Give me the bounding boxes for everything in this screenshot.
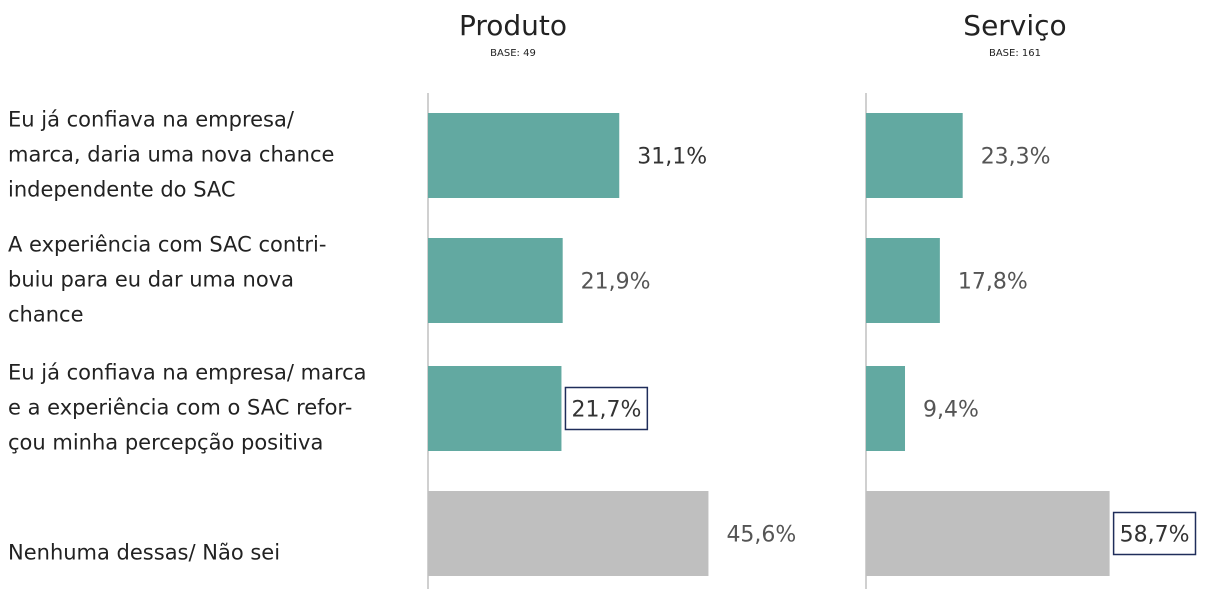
value-label: 21,7%	[571, 398, 641, 423]
category-label: Nenhuma dessas/ Não sei	[8, 541, 280, 565]
panel-base: BASE: 161	[989, 48, 1041, 59]
panel-base: BASE: 49	[490, 48, 536, 59]
category-label: chance	[8, 303, 84, 327]
category-label: e a experiência com o SAC refor-	[8, 396, 352, 420]
value-label: 45,6%	[726, 523, 796, 548]
value-label: 31,1%	[637, 145, 707, 170]
panel-title: Serviço	[963, 9, 1066, 42]
category-label: Eu já confiava na empresa/	[8, 108, 295, 132]
category-label: Eu já confiava na empresa/ marca	[8, 361, 367, 385]
category-label: çou minha percepção positiva	[8, 431, 323, 455]
value-label: 23,3%	[981, 145, 1051, 170]
bar	[428, 238, 563, 323]
highlight-box	[564, 386, 649, 431]
panel-title: Produto	[459, 9, 567, 42]
bar	[866, 491, 1110, 576]
bar	[428, 366, 562, 451]
value-label: 58,7%	[1120, 523, 1190, 548]
bar	[866, 238, 940, 323]
bar	[866, 113, 963, 198]
bar	[428, 113, 620, 198]
highlight-box	[1112, 511, 1197, 556]
value-label: 9,4%	[923, 398, 979, 423]
category-label: A experiência com SAC contri-	[8, 233, 326, 257]
bar	[866, 366, 906, 451]
value-label: 21,9%	[581, 270, 651, 295]
value-label: 17,8%	[958, 270, 1028, 295]
category-label: marca, daria uma nova chance	[8, 143, 334, 167]
category-label: buiu para eu dar uma nova	[8, 268, 294, 292]
bar	[428, 491, 709, 576]
category-label: independente do SAC	[8, 178, 236, 202]
